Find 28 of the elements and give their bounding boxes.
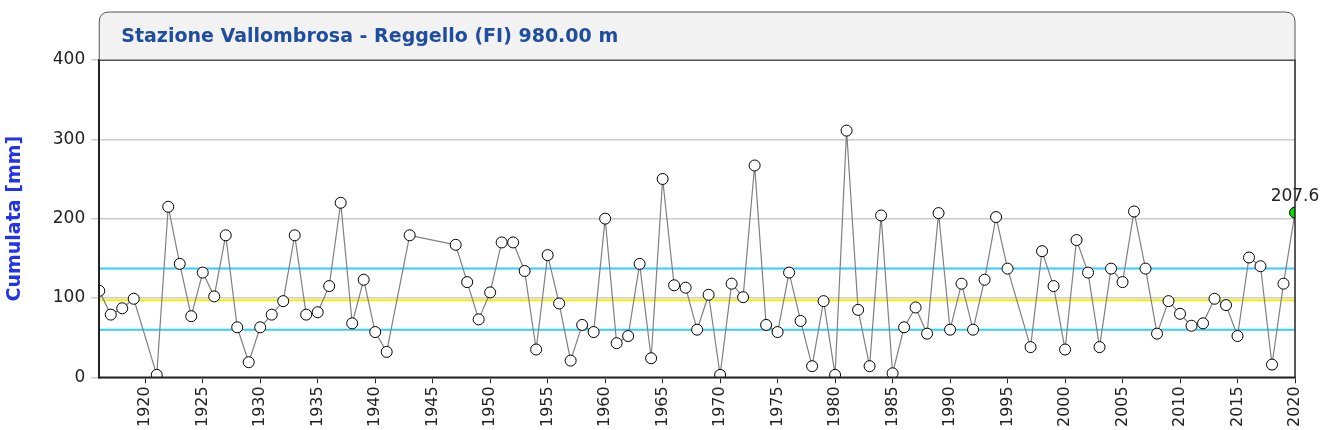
x-tick-label: 2015 <box>1226 386 1246 427</box>
y-tick-label: 100 <box>52 286 86 307</box>
x-tick-label: 1980 <box>824 386 844 427</box>
y-tick-label: 300 <box>52 127 86 148</box>
y-axis-title: Cumulata [mm] <box>2 135 25 302</box>
x-tick-label: 1975 <box>766 386 786 427</box>
y-tick-label: 0 <box>74 365 86 386</box>
x-tick-label: 2020 <box>1284 386 1304 427</box>
x-tick-label: 1995 <box>996 386 1016 427</box>
x-tick-label: 2010 <box>1169 386 1189 427</box>
x-tick-label: 1930 <box>249 386 269 427</box>
x-tick-label: 1950 <box>479 386 499 427</box>
x-tick-label: 2000 <box>1054 386 1074 427</box>
x-tick-label: 1965 <box>651 386 671 427</box>
x-tick-label: 1990 <box>939 386 959 427</box>
x-tick-label: 1945 <box>421 386 441 427</box>
x-tick-label: 2005 <box>1111 386 1131 427</box>
x-tick-label: 1935 <box>306 386 326 427</box>
chart-title: Stazione Vallombrosa - Reggello (FI) 980.00 m <box>121 23 619 46</box>
x-tick-label: 1940 <box>364 386 384 427</box>
x-tick-label: 1920 <box>134 386 154 427</box>
x-tick-label: 1970 <box>709 386 729 427</box>
x-tick-label: 1960 <box>594 386 614 427</box>
x-tick-label: 1955 <box>536 386 556 427</box>
x-tick-label: 1925 <box>191 386 211 427</box>
x-tick-label: 1985 <box>881 386 901 427</box>
y-tick-label: 200 <box>52 207 86 228</box>
y-tick-label: 400 <box>52 48 86 69</box>
